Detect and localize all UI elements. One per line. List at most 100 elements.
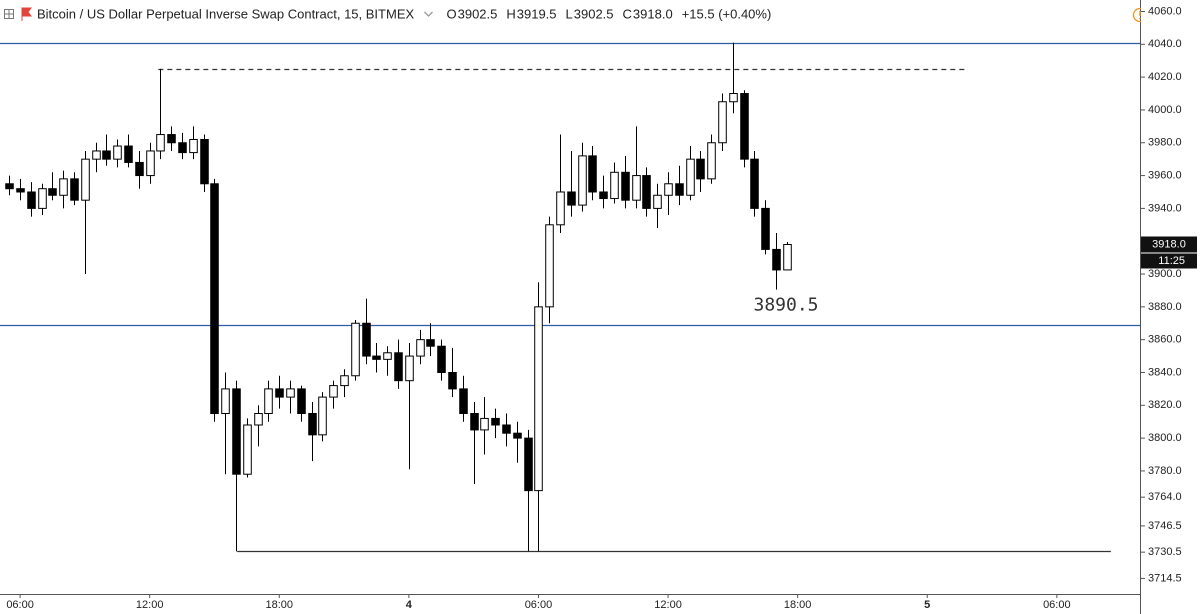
y-tick-label: 3820.0 <box>1148 399 1182 411</box>
candle-body <box>340 375 349 387</box>
candle-body <box>405 355 414 382</box>
axis-bg <box>1141 0 1200 614</box>
candle-body <box>696 158 705 180</box>
y-tick-label: 3940.0 <box>1148 202 1182 214</box>
candle-body <box>394 352 403 382</box>
candle-body <box>545 224 554 308</box>
low-annotation: 3890.5 <box>753 295 818 316</box>
candle-body <box>632 175 641 201</box>
y-tick-label: 3960.0 <box>1148 169 1182 181</box>
header-bg <box>0 0 880 30</box>
symbol-header: Bitcoin / US Dollar Perpetual Inverse Sw… <box>0 0 880 30</box>
candle-body <box>621 171 630 201</box>
candle-body <box>286 388 295 398</box>
candle-body <box>718 101 727 144</box>
y-tick-label: 3746.5 <box>1148 520 1182 532</box>
candle-body <box>210 183 219 415</box>
x-tick-label: 18:00 <box>784 599 812 611</box>
candle-body <box>329 385 338 398</box>
candle-body <box>178 142 187 154</box>
x-tick-label: 06:00 <box>1043 599 1071 611</box>
x-tick-label: 18:00 <box>266 599 294 611</box>
countdown-label: 11:25 <box>1158 255 1185 267</box>
x-tick-label: 06:00 <box>6 599 34 611</box>
symbol-menu-chevron[interactable] <box>424 11 433 17</box>
candle-body <box>59 178 68 196</box>
candle-body <box>491 417 500 426</box>
y-tick-label: 3714.5 <box>1148 572 1182 584</box>
candle-body <box>27 191 36 209</box>
ohlc-value: 3918.0 <box>633 6 673 21</box>
ohlc-values: O 3902.5 H 3919.5 L 3902.5 C 3918.0 +15.5 (+0.40… <box>446 6 771 21</box>
x-tick-label: 4 <box>406 599 413 611</box>
ohlc-key: C <box>623 6 632 21</box>
x-tick-label: 06:00 <box>525 599 553 611</box>
candle-body <box>578 155 587 206</box>
candle-body <box>653 194 662 209</box>
price-tag-bg <box>1141 236 1197 253</box>
y-tick-label: 3800.0 <box>1148 432 1182 444</box>
x-tick-label: 12:00 <box>136 599 164 611</box>
candle-body <box>416 339 425 357</box>
candle-body <box>113 145 122 160</box>
candle-body <box>480 417 489 431</box>
candle-body <box>232 388 241 475</box>
candle-body <box>156 134 165 152</box>
candle-body <box>750 158 759 209</box>
candle-body <box>686 158 695 196</box>
y-tick-label: 3764.0 <box>1148 491 1182 503</box>
candle-body <box>372 355 381 360</box>
candle-body <box>675 183 684 196</box>
candle-body <box>308 413 317 436</box>
y-tick-label: 4040.0 <box>1148 38 1182 50</box>
candle-body <box>588 155 597 193</box>
candle-body <box>729 93 738 103</box>
candle-body <box>221 388 230 415</box>
candle-body <box>16 188 25 193</box>
candle-body <box>513 432 522 439</box>
ohlc-value: 3919.5 <box>517 6 557 21</box>
candle-body <box>254 413 263 426</box>
candle-body <box>642 175 651 209</box>
candle-body <box>524 437 533 492</box>
y-tick-label: 4060.0 <box>1148 5 1182 17</box>
price-tag-label: 3918.0 <box>1152 238 1186 250</box>
y-tick-label: 3900.0 <box>1148 268 1182 280</box>
ohlc-key: L <box>566 6 573 21</box>
candle-body <box>459 388 468 415</box>
candle-body <box>275 388 284 398</box>
candle-body <box>102 150 111 160</box>
candle-body <box>70 178 79 201</box>
candle-body <box>81 158 90 201</box>
candle-body <box>124 145 133 163</box>
candles <box>5 42 792 552</box>
ohlc-key: H <box>506 6 515 21</box>
candle-body <box>664 183 673 196</box>
x-tick-label: 5 <box>924 599 930 611</box>
candle-body <box>135 161 144 177</box>
candle-body <box>502 424 511 434</box>
candle-body <box>351 322 360 377</box>
candle-body <box>189 138 198 154</box>
candle-body <box>264 388 273 415</box>
candle-body <box>707 142 716 180</box>
chart-title: Bitcoin / US Dollar Perpetual Inverse Sw… <box>37 6 414 21</box>
candle-body <box>783 243 792 271</box>
candle-body <box>426 339 435 347</box>
candle-body <box>200 138 209 185</box>
drawn-lines <box>0 42 1140 553</box>
y-tick-label: 4000.0 <box>1148 104 1182 116</box>
y-tick-label: 3860.0 <box>1148 334 1182 346</box>
candle-body <box>48 188 57 196</box>
candle-body <box>740 93 749 160</box>
candle-body <box>599 191 608 200</box>
y-tick-label: 3980.0 <box>1148 137 1182 149</box>
candle-body <box>318 396 327 436</box>
countdown-bg <box>1141 253 1197 269</box>
candle-body <box>383 352 392 360</box>
candle-body <box>243 424 252 475</box>
candle-body <box>362 322 371 357</box>
